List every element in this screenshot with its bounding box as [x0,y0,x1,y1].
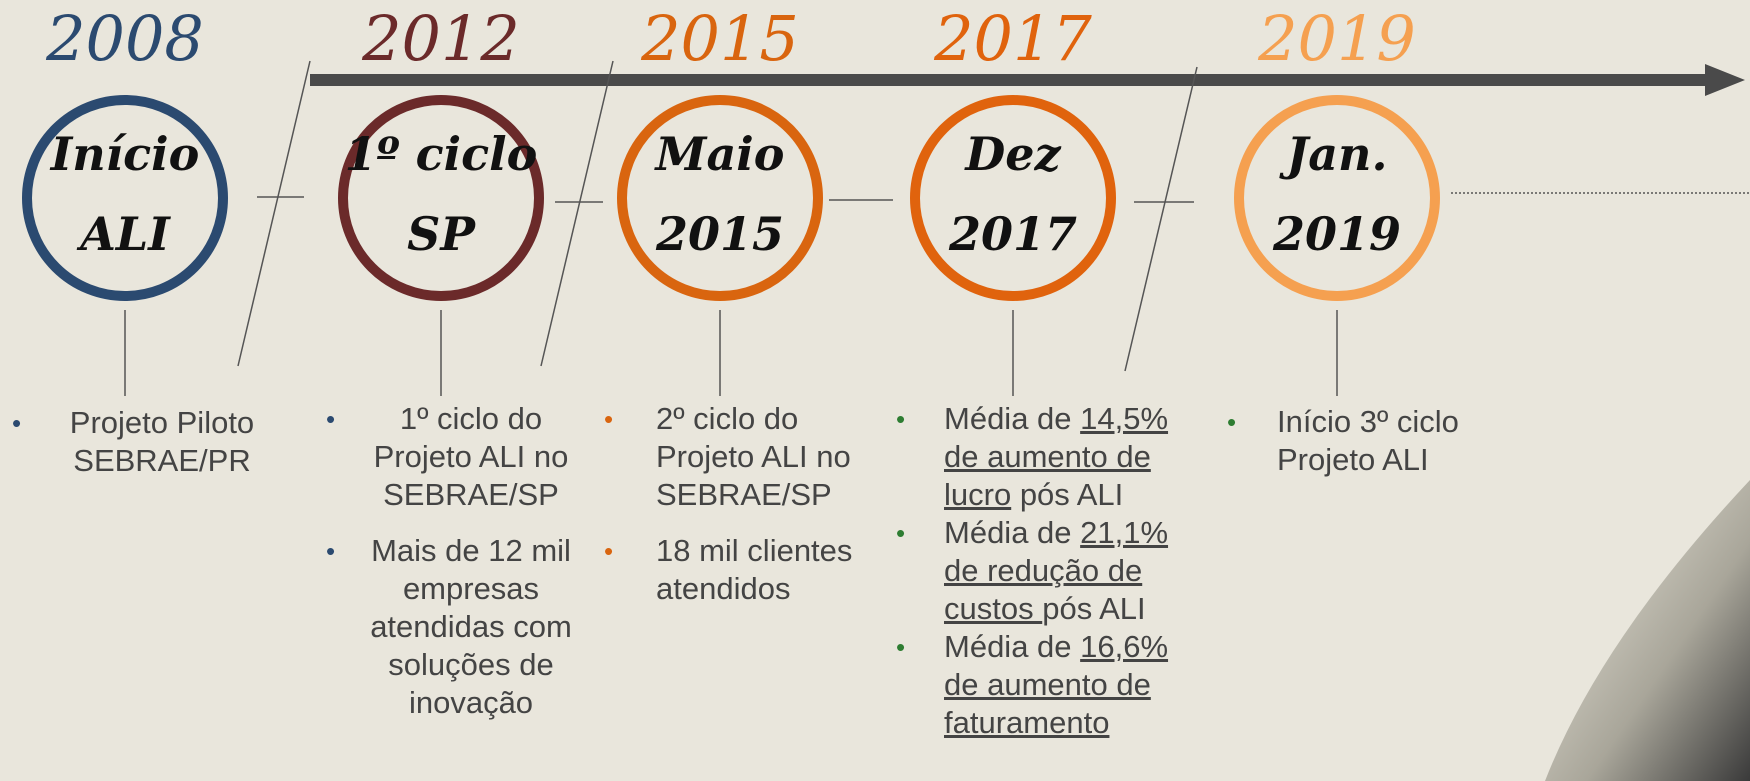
bullet-item: •Média de 14,5% de aumento de lucro pós … [896,400,1196,514]
circle-text: SP [336,198,546,270]
bullet-text: Início 3º ciclo Projeto ALI [1277,404,1459,477]
bullet-text: Mais de 12 mil empresas atendidas com so… [370,533,572,720]
bullet-list: •Média de 14,5% de aumento de lucro pós … [896,400,1196,742]
bullet-dot: • [896,400,905,438]
bullet-dot: • [896,514,905,552]
bullet-text: 18 mil clientes atendidos [656,533,852,606]
circle-text: 1º ciclo [336,118,546,190]
arrow-head [1705,64,1745,96]
circle-text: Maio [615,118,825,190]
circle-text: Dez [908,118,1118,190]
circle-text: ALI [20,198,230,270]
bullet-list: • Projeto Piloto SEBRAE/PR [12,404,282,498]
bullet-item: • Mais de 12 mil empresas atendidas com s… [326,532,586,722]
circle-text: 2017 [908,198,1118,270]
year-label: 2012 [331,2,551,75]
bullet-item: • Início 3º ciclo Projeto ALI [1227,403,1527,479]
bullet-dot: • [604,400,613,438]
bullet-list: • 2º ciclo do Projeto ALI no SEBRAE/SP • 18… [604,400,904,626]
bullet-text: Projeto Piloto SEBRAE/PR [70,405,254,478]
bullet-list: • Início 3º ciclo Projeto ALI [1227,403,1527,497]
timeline-graphics [0,0,1750,781]
bullet-text: Média de [944,515,1080,550]
year-label: 2019 [1227,2,1447,75]
page-curl [1545,480,1750,781]
bullet-dot: • [604,532,613,570]
year-label: 2015 [610,2,830,75]
bullet-item: • 1º ciclo do Projeto ALI no SEBRAE/SP [326,400,586,514]
bullet-text: pós ALI [1042,591,1145,626]
bullet-text: Média de [944,401,1080,436]
bullet-text: Média de [944,629,1080,664]
bullet-dot: • [896,628,905,666]
bullet-text: 2º ciclo do Projeto ALI no SEBRAE/SP [656,401,851,512]
circle-text: Jan. [1232,118,1442,190]
circle-text: 2015 [615,198,825,270]
slide: 2008 Início ALI • Projeto Piloto SEBRAE/PR 20… [0,0,1750,781]
circle-text: Início [20,118,230,190]
bullet-item: • Projeto Piloto SEBRAE/PR [12,404,282,480]
bullet-text: 1º ciclo do Projeto ALI no SEBRAE/SP [374,401,569,512]
year-label: 2008 [15,2,235,75]
bullet-list: • 1º ciclo do Projeto ALI no SEBRAE/SP • Ma… [326,400,586,740]
bullet-dot: • [1227,403,1236,441]
bullet-item: •Média de 16,6% de aumento de faturament… [896,628,1196,742]
bullet-dot: • [326,400,335,438]
bullet-item: •Média de 21,1% de redução de custos pós… [896,514,1196,628]
circle-text: 2019 [1232,198,1442,270]
bullet-dot: • [326,532,335,570]
bullet-text: pós ALI [1011,477,1123,512]
bullet-dot: • [12,404,21,442]
bullet-item: • 2º ciclo do Projeto ALI no SEBRAE/SP [604,400,904,514]
year-label: 2017 [903,2,1123,75]
bullet-item: • 18 mil clientes atendidos [604,532,904,608]
